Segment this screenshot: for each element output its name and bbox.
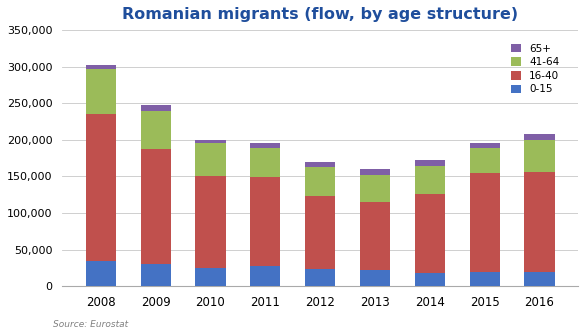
Bar [360, 169, 390, 175]
Bar [524, 134, 555, 140]
Bar [415, 194, 445, 273]
Bar [524, 172, 555, 271]
Bar [305, 196, 335, 269]
Bar [524, 140, 555, 172]
Text: Source: Eurostat: Source: Eurostat [53, 320, 128, 329]
Bar [195, 176, 226, 268]
Bar [415, 160, 445, 166]
Bar [86, 114, 116, 261]
Bar [470, 272, 500, 286]
Bar [250, 177, 280, 266]
Bar [470, 173, 500, 272]
Bar [86, 65, 116, 69]
Bar [305, 269, 335, 286]
Bar [140, 264, 171, 286]
Bar [250, 148, 280, 177]
Bar [470, 148, 500, 173]
Bar [470, 143, 500, 148]
Bar [195, 140, 226, 143]
Bar [305, 167, 335, 196]
Bar [415, 273, 445, 286]
Bar [140, 105, 171, 111]
Bar [250, 143, 280, 148]
Bar [305, 162, 335, 167]
Title: Romanian migrants (flow, by age structure): Romanian migrants (flow, by age structur… [122, 7, 518, 22]
Bar [140, 111, 171, 149]
Bar [86, 261, 116, 286]
Bar [524, 271, 555, 286]
Bar [250, 266, 280, 286]
Bar [360, 202, 390, 270]
Bar [86, 69, 116, 114]
Legend: 65+, 41-64, 16-40, 0-15: 65+, 41-64, 16-40, 0-15 [508, 40, 563, 98]
Bar [415, 166, 445, 194]
Bar [140, 149, 171, 264]
Bar [195, 143, 226, 176]
Bar [195, 268, 226, 286]
Bar [360, 270, 390, 286]
Bar [360, 175, 390, 202]
